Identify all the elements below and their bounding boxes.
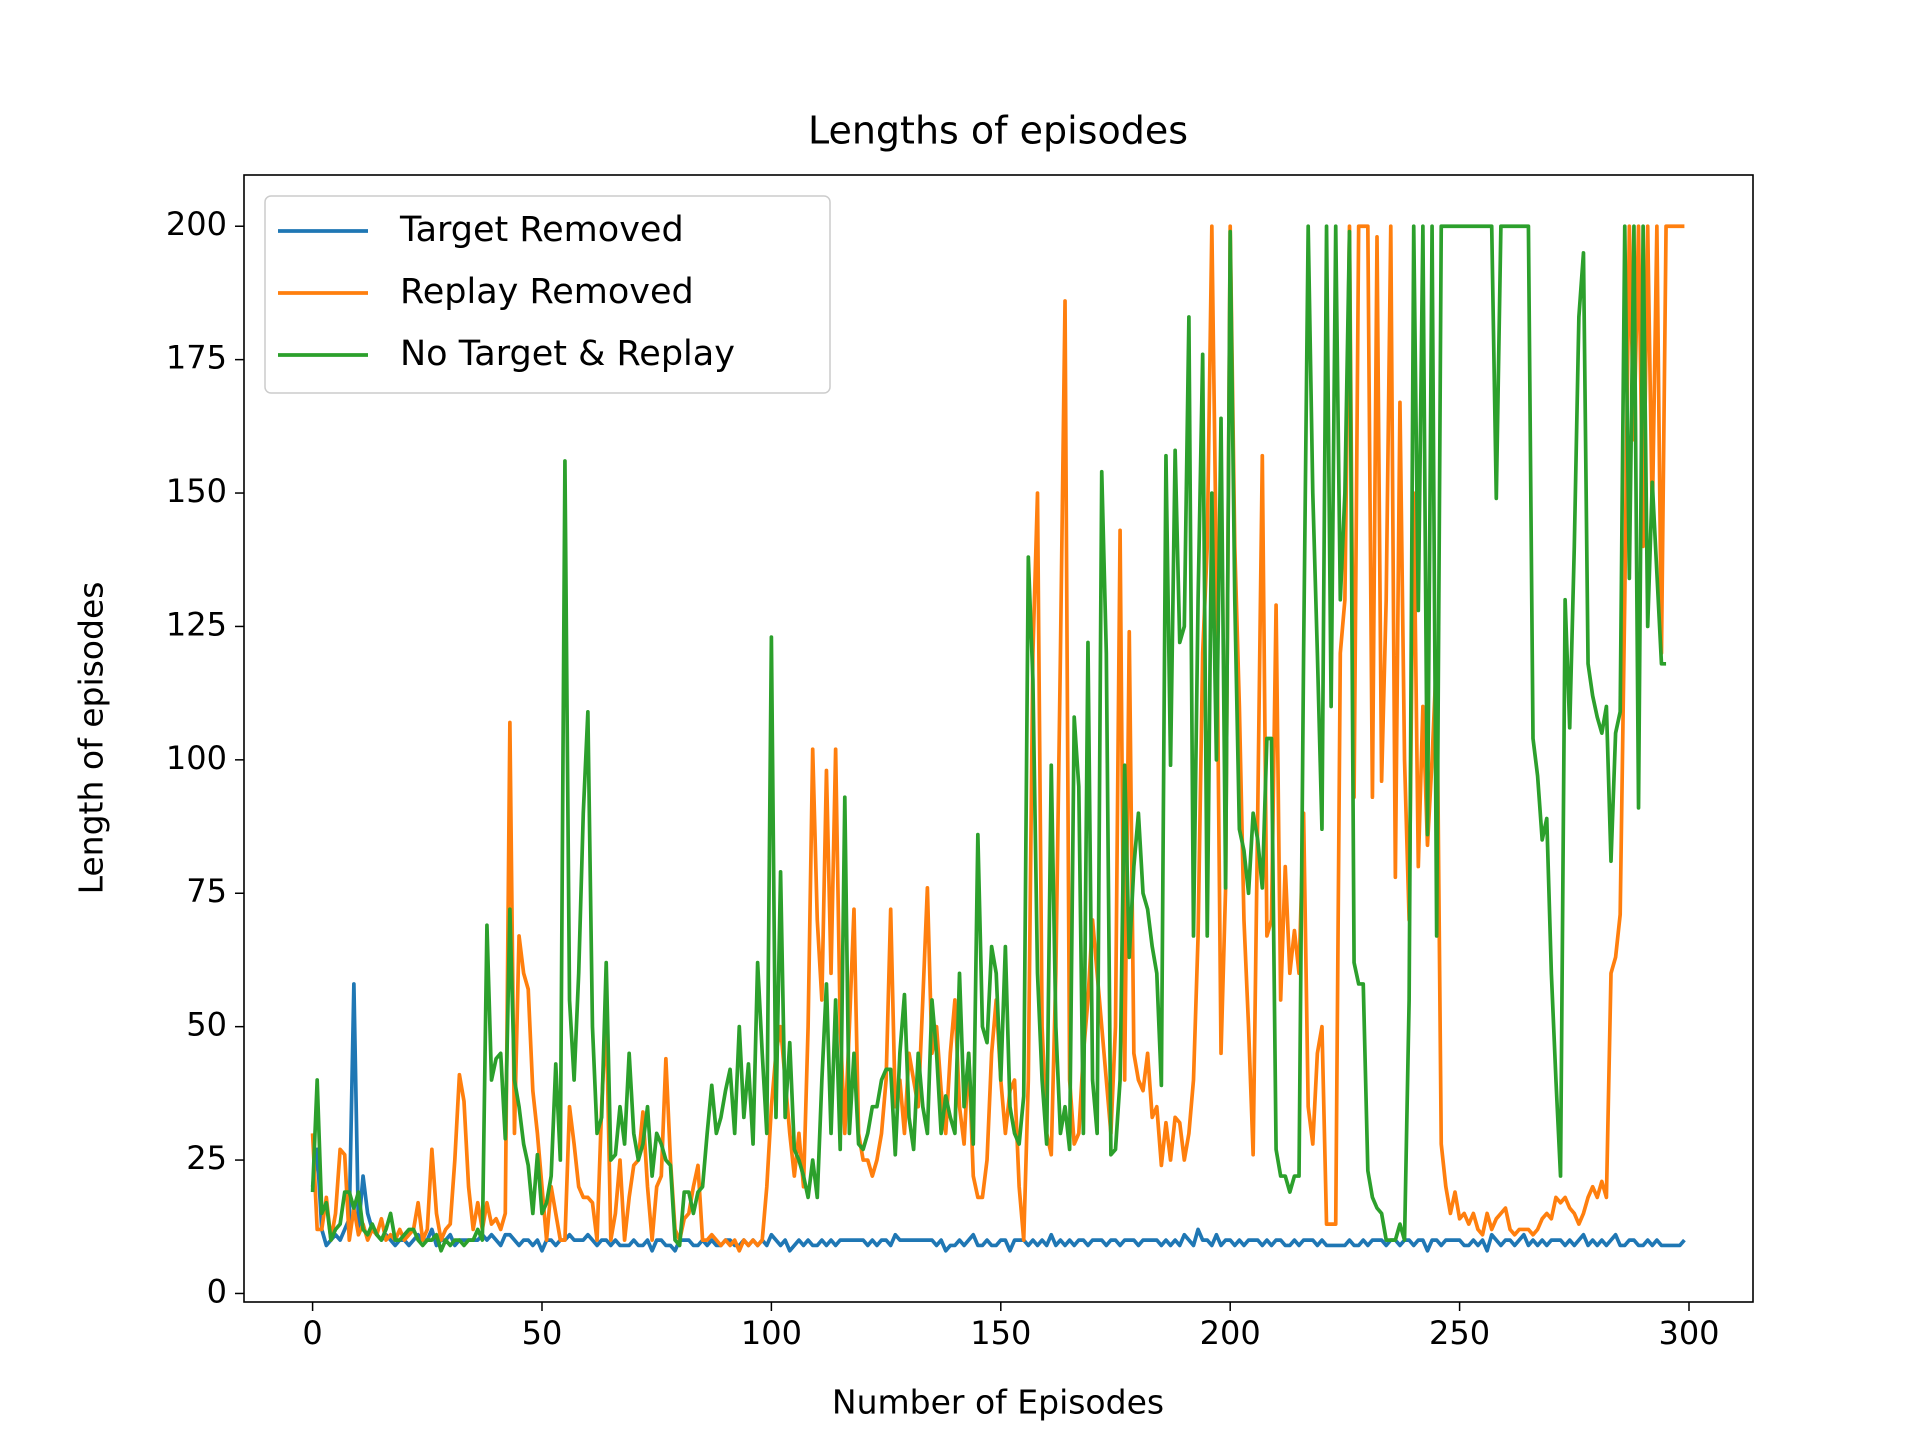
y-tick-label: 200 xyxy=(166,205,227,243)
legend-box xyxy=(264,195,831,394)
plot-frame xyxy=(243,174,1754,1303)
chart-title: Lengths of episodes xyxy=(808,109,1188,153)
x-tick-label: 250 xyxy=(1429,1314,1490,1352)
y-tick-label: 125 xyxy=(166,605,227,643)
x-tick-label: 150 xyxy=(970,1314,1031,1352)
x-tick-label: 100 xyxy=(741,1314,802,1352)
y-tick-label: 100 xyxy=(166,739,227,777)
y-tick-label: 0 xyxy=(207,1272,227,1310)
y-axis-label: Length of episodes xyxy=(72,582,111,895)
x-axis-label: Number of Episodes xyxy=(832,1383,1164,1422)
x-tick-label: 0 xyxy=(302,1314,322,1352)
x-tick-label: 300 xyxy=(1658,1314,1719,1352)
legend-label: Target Removed xyxy=(399,210,684,250)
x-tick-label: 200 xyxy=(1200,1314,1261,1352)
y-tick-label: 75 xyxy=(186,872,227,910)
series-line xyxy=(310,982,1686,1253)
x-tick-label: 50 xyxy=(522,1314,563,1352)
y-tick-label: 175 xyxy=(166,339,227,377)
legend-label: No Target & Replay xyxy=(400,334,735,374)
y-tick-label: 150 xyxy=(166,472,227,510)
series-line xyxy=(310,224,1667,1253)
legend-label: Replay Removed xyxy=(400,272,694,312)
y-tick-label: 25 xyxy=(186,1139,227,1177)
y-tick-label: 50 xyxy=(186,1006,227,1044)
